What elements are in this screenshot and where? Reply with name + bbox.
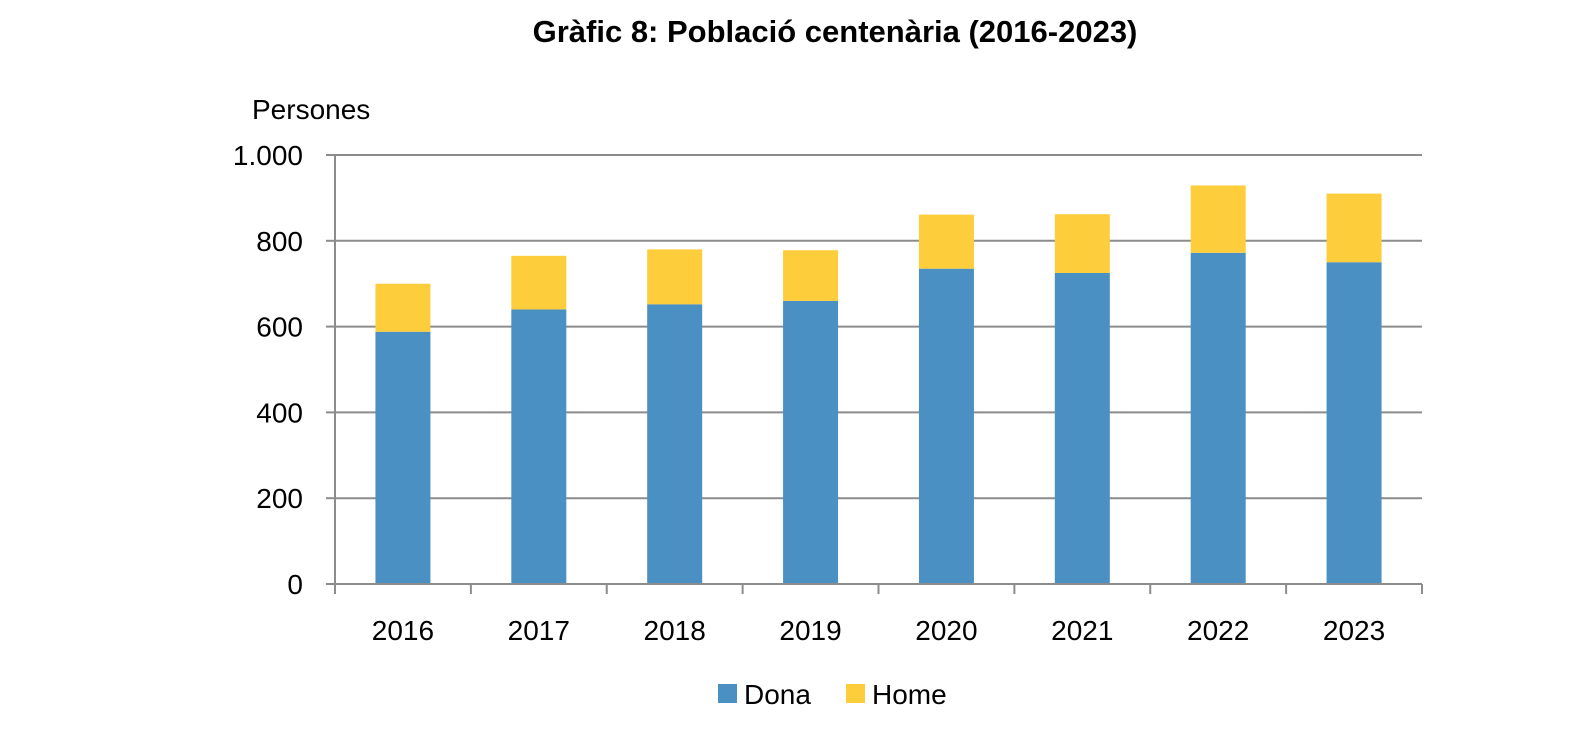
y-tick-label: 800 xyxy=(256,226,303,257)
bar-home-2021 xyxy=(1054,214,1110,273)
y-tick-label: 200 xyxy=(256,483,303,514)
chart-title: Gràfic 8: Població centenària (2016-2023… xyxy=(533,14,1138,49)
legend-label-home: Home xyxy=(872,679,947,710)
bar-home-2016 xyxy=(375,283,431,332)
bar-home-2022 xyxy=(1190,185,1246,253)
bar-dona-2018 xyxy=(647,304,703,584)
x-tick-label: 2022 xyxy=(1187,615,1249,646)
y-axis-label: Persones xyxy=(252,94,370,125)
x-tick-labels: 2016 2017 2018 2019 2020 2021 2022 2023 xyxy=(372,615,1385,646)
bar-home-2017 xyxy=(511,255,567,310)
bar-dona-2017 xyxy=(511,309,567,584)
legend: Dona Home xyxy=(718,679,947,710)
x-tick-label: 2021 xyxy=(1051,615,1113,646)
bar-dona-2020 xyxy=(918,268,974,584)
legend-label-dona: Dona xyxy=(744,679,811,710)
x-tick-label: 2018 xyxy=(644,615,706,646)
bar-dona-2023 xyxy=(1326,262,1382,584)
gridlines xyxy=(335,154,1422,500)
legend-swatch-dona xyxy=(718,684,737,703)
y-tick-label: 0 xyxy=(287,569,303,600)
x-tick-label: 2023 xyxy=(1323,615,1385,646)
y-tick-label: 1.000 xyxy=(233,140,303,171)
bar-home-2019 xyxy=(783,250,839,301)
x-tick-label: 2016 xyxy=(372,615,434,646)
bar-dona-2021 xyxy=(1054,272,1110,584)
x-tick-label: 2020 xyxy=(915,615,977,646)
bar-home-2018 xyxy=(647,249,703,305)
bars xyxy=(375,185,1382,584)
bar-home-2020 xyxy=(918,214,974,269)
x-tick-label: 2017 xyxy=(508,615,570,646)
bar-home-2023 xyxy=(1326,193,1382,263)
y-tick-label: 600 xyxy=(256,312,303,343)
x-tick-label: 2019 xyxy=(779,615,841,646)
y-tick-labels: 0 200 400 600 800 1.000 xyxy=(233,140,303,600)
bar-dona-2022 xyxy=(1190,252,1246,584)
legend-swatch-home xyxy=(846,684,865,703)
axes xyxy=(326,154,1423,594)
bar-dona-2019 xyxy=(783,300,839,584)
y-tick-label: 400 xyxy=(256,397,303,428)
bar-dona-2016 xyxy=(375,331,431,584)
